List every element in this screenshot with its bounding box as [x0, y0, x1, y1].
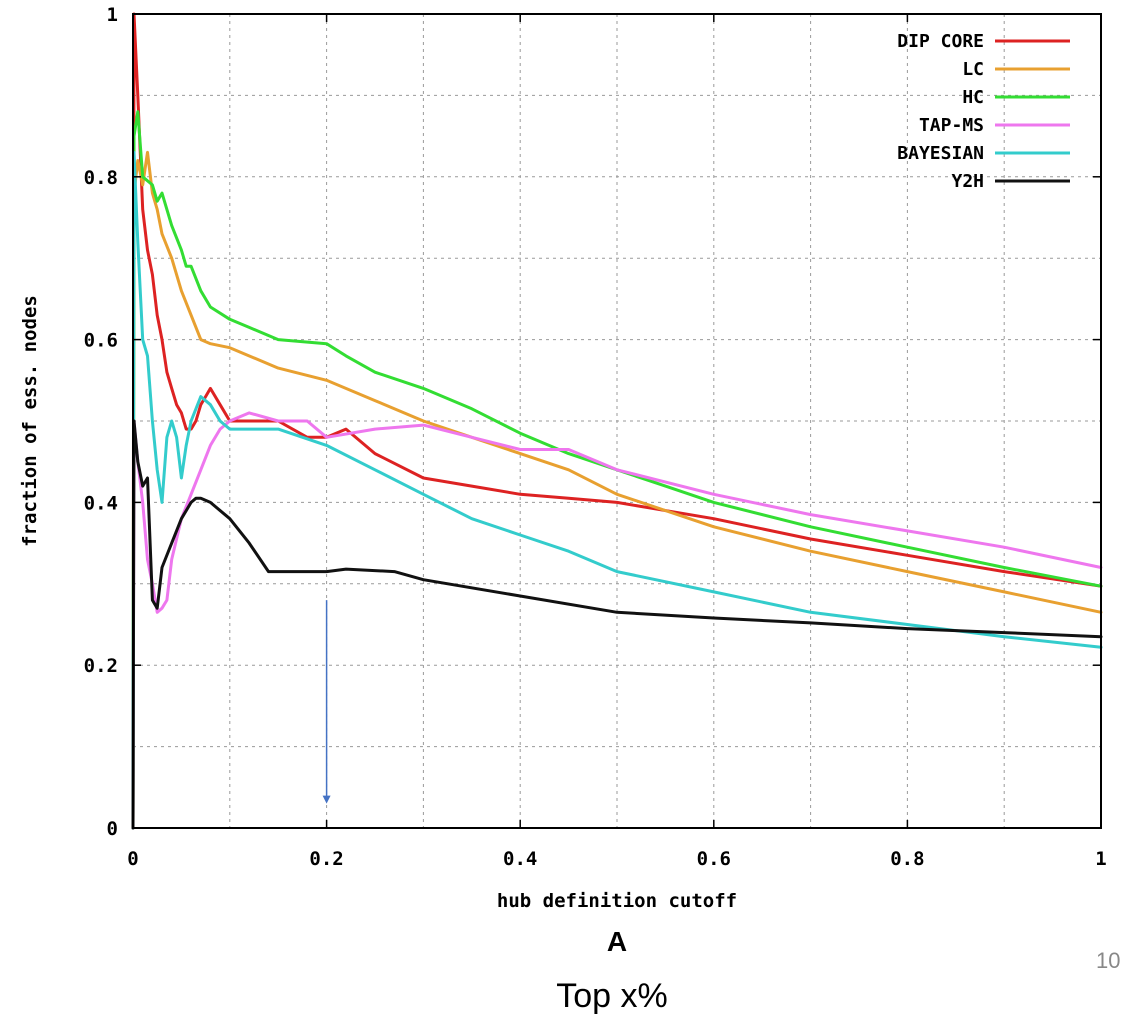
x-tick-label: 0.6	[697, 848, 731, 870]
series-line-bayesian	[131, 150, 1103, 830]
grid-lines	[133, 14, 1101, 828]
annotation-arrow-head	[322, 795, 331, 804]
series-line-lc	[131, 150, 1103, 830]
y-tick-label: 0.6	[84, 330, 118, 352]
y-tick-label: 0.8	[84, 167, 118, 189]
series-line-hc	[131, 110, 1103, 830]
caption: Top x%	[556, 977, 668, 1015]
legend: DIP CORE LC HC TAP-MS BAYESIAN Y2H	[897, 31, 1070, 192]
y-tick-label: 0.2	[84, 655, 118, 677]
annotations	[322, 600, 331, 804]
page-number: 10	[1096, 948, 1120, 973]
x-tick-label: 0.2	[309, 848, 343, 870]
x-tick-label: 0.4	[503, 848, 537, 870]
legend-label: DIP CORE	[897, 31, 984, 52]
legend-label: BAYESIAN	[897, 143, 984, 164]
x-axis-label: hub definition cutoff	[497, 890, 737, 912]
y-tick-label: 0.4	[84, 492, 118, 514]
legend-label: HC	[962, 87, 984, 108]
legend-label: TAP-MS	[919, 115, 984, 136]
legend-label: Y2H	[951, 171, 984, 192]
series-line-y2h	[131, 419, 1103, 830]
series-line-dip-core	[131, 12, 1103, 830]
y-tick-label: 0	[107, 818, 118, 840]
x-tick-label: 1	[1095, 848, 1106, 870]
y-tick-label: 1	[107, 4, 118, 26]
y-axis-label: fraction of ess. nodes	[19, 295, 41, 547]
legend-label: LC	[962, 59, 984, 80]
panel-label: A	[607, 926, 627, 957]
axis-ticks: 0 0.2 0.4 0.6 0.8 1 0 0.2 0.4 0.6 0.8 1	[84, 4, 1107, 870]
x-tick-label: 0	[127, 848, 138, 870]
x-tick-label: 0.8	[890, 848, 924, 870]
plot-frame	[132, 13, 1102, 829]
series-lines	[131, 12, 1103, 830]
